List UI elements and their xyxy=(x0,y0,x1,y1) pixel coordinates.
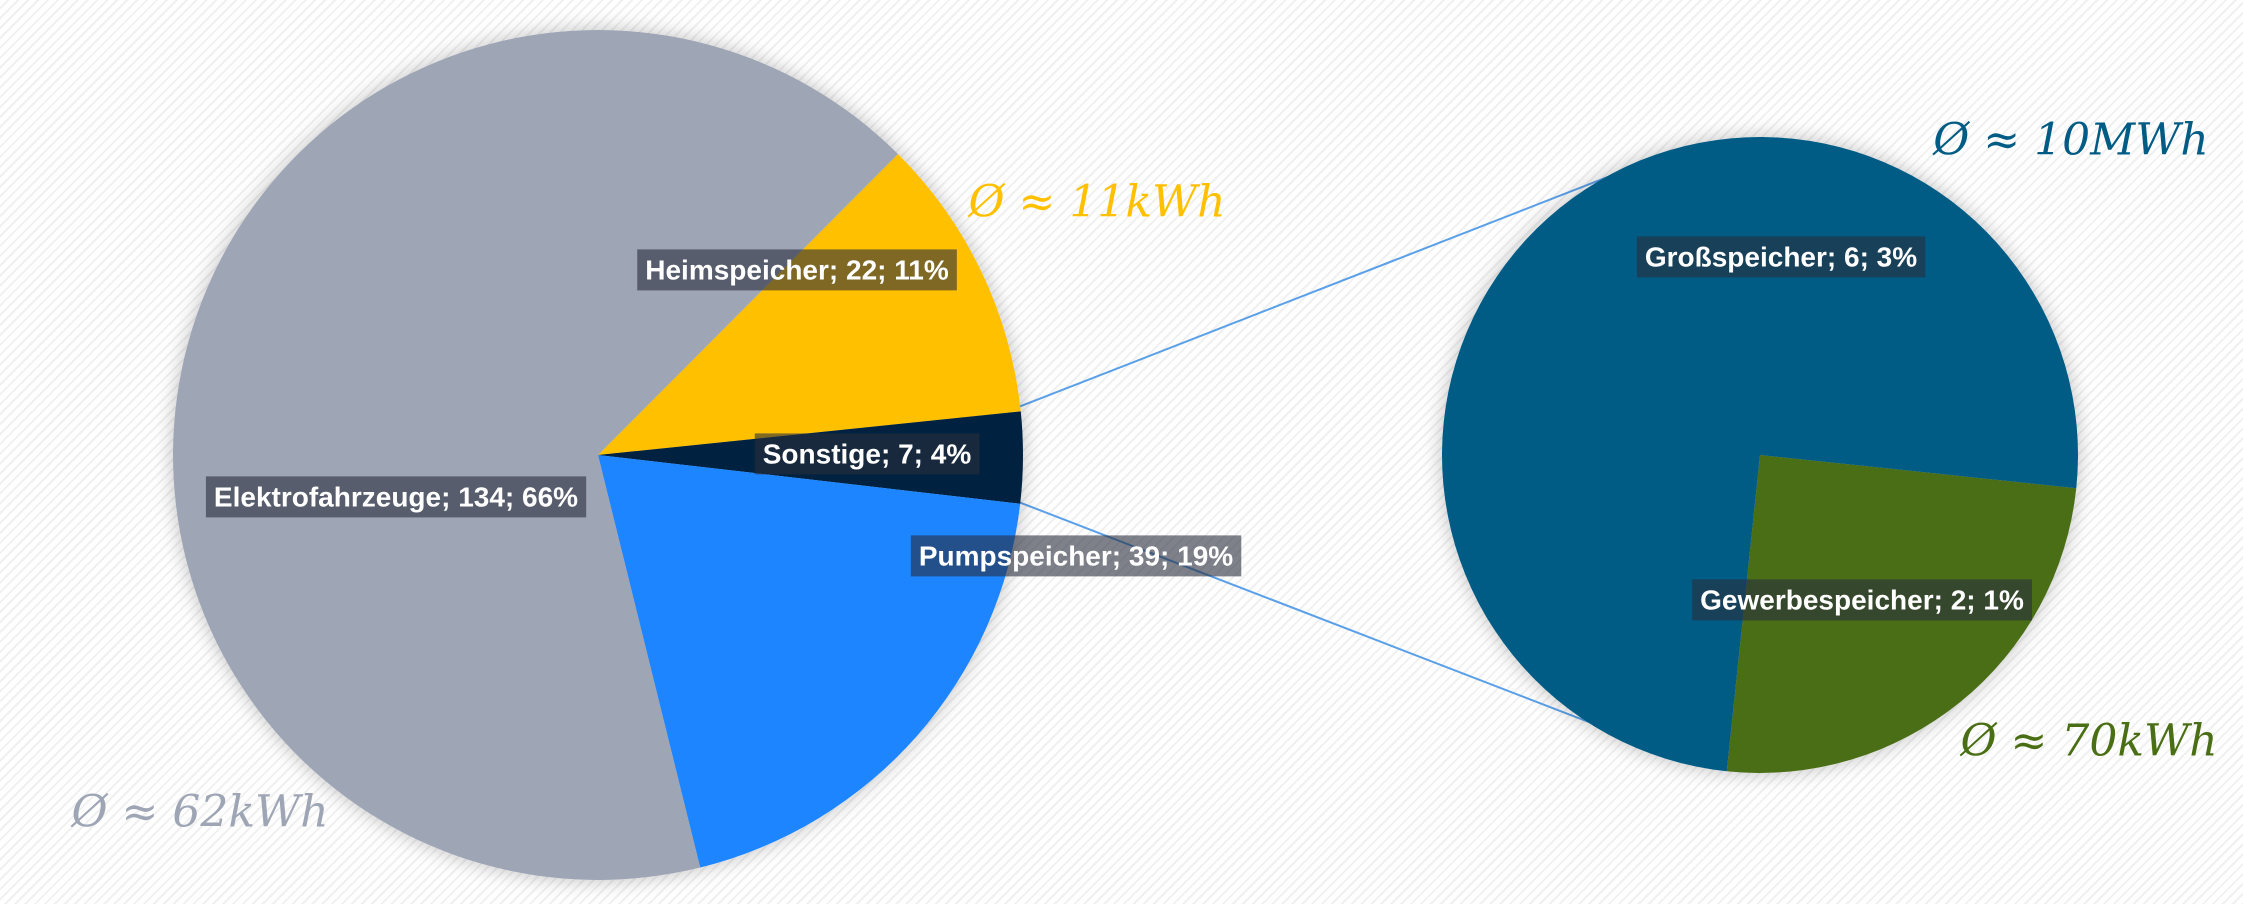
data-label-box xyxy=(1636,236,1926,278)
data-label: Pumpspeicher; 39; 19% xyxy=(919,540,1233,571)
annotation: Ø ≈ 11kWh xyxy=(967,177,1225,228)
data-label-box xyxy=(205,476,587,518)
pie xyxy=(1442,136,2079,773)
data-label-box xyxy=(1692,579,2032,621)
pie-slice xyxy=(1442,136,2079,772)
data-label: Großspeicher; 6; 3% xyxy=(1645,241,1917,272)
data-label: Gewerbespeicher; 2; 1% xyxy=(1700,584,2024,615)
data-label-box xyxy=(754,433,980,475)
data-label: Sonstige; 7; 4% xyxy=(763,438,972,469)
connector-line xyxy=(1015,156,1660,409)
pie-slice xyxy=(598,153,1021,455)
annotation: Ø ≈ 70kWh xyxy=(1959,716,2217,767)
data-label: Elektrofahrzeuge; 134; 66% xyxy=(214,481,578,512)
pie-slice xyxy=(172,29,898,880)
data-label: Heimspeicher; 22; 11% xyxy=(645,254,949,285)
data-label-box xyxy=(637,249,957,291)
annotation: Ø ≈ 62kWh xyxy=(70,787,328,838)
data-label-box xyxy=(910,535,1242,577)
annotation: Ø ≈ 10MWh xyxy=(1932,115,2209,166)
